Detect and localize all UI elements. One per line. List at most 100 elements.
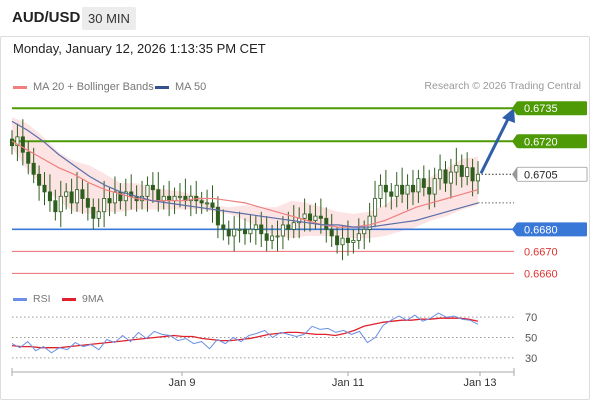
candles	[9, 119, 481, 261]
candle-body	[242, 228, 248, 235]
candle-body	[177, 195, 183, 198]
forecast-arrow-head	[502, 108, 515, 124]
symbol-title: AUD/USD	[12, 9, 81, 26]
candle-body	[210, 202, 215, 208]
legend-ma20: MA 20 + Bollinger Bands	[13, 80, 154, 94]
candle-body	[340, 237, 345, 246]
candle-body	[373, 198, 378, 217]
level-label-3: 0.6680	[512, 222, 587, 237]
rsi-ma-swatch	[62, 297, 76, 301]
x-tick-label: Jan 9	[169, 377, 196, 389]
candle-body	[221, 224, 226, 230]
level-label-4: 0.6670	[524, 246, 558, 258]
candle-body	[112, 191, 117, 204]
candle-body	[286, 224, 291, 230]
chart-datetime: Monday, January 12, 2026 1:13:35 PM CET	[13, 41, 266, 56]
candle-body	[205, 202, 210, 205]
rsi-swatch	[13, 297, 27, 301]
candle-body	[329, 228, 334, 237]
ma20-legend-label: MA 20 + Bollinger Bands	[33, 81, 154, 93]
candle-body	[226, 228, 231, 237]
level-label-pointer	[512, 101, 517, 116]
x-tick-label: Jan 13	[463, 377, 496, 389]
candle-body	[102, 198, 107, 213]
level-label-pointer	[512, 167, 517, 182]
candle-body	[378, 184, 383, 199]
candle-body	[85, 198, 90, 208]
candle-body	[20, 136, 25, 153]
rsi-ma-legend-label: 9MA	[82, 293, 104, 305]
candle-body	[259, 224, 264, 235]
level-label-2: 0.6705	[512, 166, 588, 182]
candle-body	[302, 213, 307, 219]
legend-rsi: RSI	[13, 293, 51, 305]
candle-body	[232, 228, 237, 237]
candle-body	[367, 215, 372, 230]
level-label-bg	[517, 222, 587, 237]
x-tick-label: Jan 11	[332, 377, 364, 389]
candle-body	[438, 169, 443, 180]
level-value: 0.6670	[524, 246, 558, 258]
legend-ma50: MA 50	[155, 80, 206, 94]
ma20-line	[11, 140, 479, 228]
candle-body	[383, 184, 388, 193]
candle-body	[318, 215, 323, 219]
level-value: 0.6705	[524, 169, 558, 181]
candle-body	[421, 178, 426, 188]
ma50-legend-label: MA 50	[175, 81, 207, 93]
candle-body	[465, 167, 470, 177]
candle-body	[351, 239, 356, 243]
rsi-tick-label: 70	[525, 312, 537, 324]
candle-body	[188, 195, 193, 202]
candle-body	[150, 184, 155, 191]
level-value: 0.6735	[524, 103, 558, 115]
candle-body	[454, 165, 459, 173]
candle-body	[42, 184, 47, 193]
level-value: 0.6680	[524, 224, 558, 236]
candle-body	[53, 200, 58, 213]
candle-body	[58, 195, 63, 213]
candle-body	[96, 211, 101, 219]
source-credit: Research © 2026 Trading Central	[424, 80, 581, 92]
candle-body	[80, 189, 85, 199]
candle-body	[362, 228, 367, 235]
legend-rsi-ma: 9MA	[62, 293, 104, 305]
candle-body	[264, 233, 269, 241]
candle-body	[307, 213, 313, 221]
candle-body	[270, 235, 275, 241]
candle-body	[394, 184, 399, 197]
candle-body	[26, 151, 31, 164]
forecast-arrow-shaft	[479, 118, 510, 174]
level-label-bg	[517, 134, 587, 149]
candle-body	[37, 173, 42, 186]
level-label-pointer	[512, 134, 517, 149]
candle-body	[215, 206, 220, 226]
rsi-legend-label: RSI	[33, 293, 51, 305]
timeframe-badge[interactable]: 30 MIN	[82, 7, 136, 30]
candle-body	[156, 189, 161, 202]
rsi-line	[11, 312, 479, 354]
candle-body	[31, 162, 36, 175]
level-label-5: 0.6660	[524, 268, 558, 280]
rsi-ma-line	[11, 317, 479, 349]
candle-body	[427, 187, 432, 195]
ma20-swatch	[13, 85, 27, 89]
candle-body	[237, 228, 242, 231]
candle-body	[410, 184, 416, 193]
candle-body	[64, 191, 69, 197]
candle-body	[475, 173, 481, 182]
rsi-tick-label: 30	[525, 353, 537, 365]
candle-body	[432, 178, 437, 195]
bollinger-band	[12, 117, 478, 239]
candle-body	[91, 206, 96, 219]
level-label-bg	[517, 101, 587, 116]
level-label-1: 0.6720	[512, 134, 587, 149]
level-value: 0.6660	[524, 268, 558, 280]
rsi-tick-label: 50	[525, 333, 537, 345]
candle-body	[335, 235, 340, 246]
candle-body	[389, 191, 394, 197]
candle-body	[280, 224, 285, 237]
candle-body	[459, 165, 464, 177]
candle-body	[416, 178, 421, 193]
